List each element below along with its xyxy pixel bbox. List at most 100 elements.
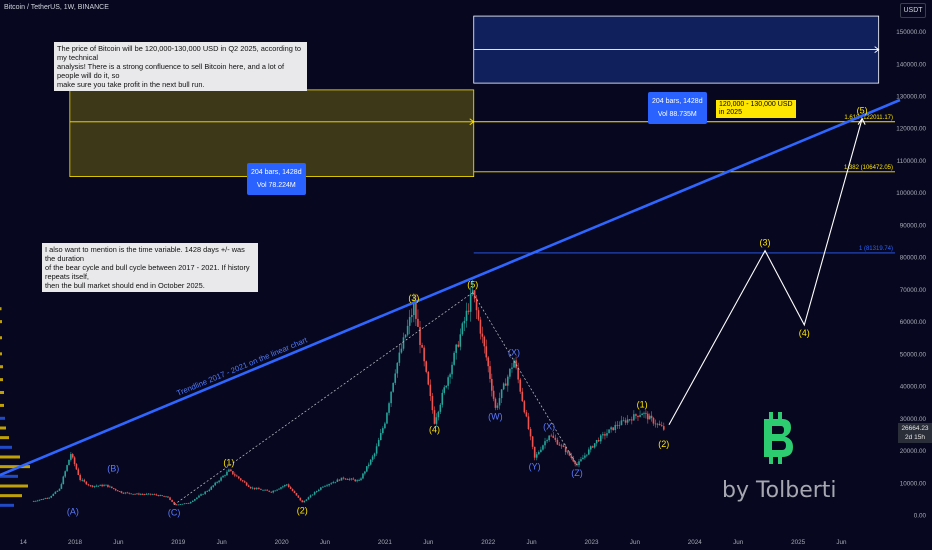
candle-body (130, 493, 132, 495)
candle-body (171, 499, 173, 502)
candle-body (194, 499, 196, 501)
candle-body (165, 496, 167, 498)
wave-label: (X) (508, 347, 520, 357)
candle-body (451, 364, 453, 375)
candle-body (398, 352, 401, 363)
candle-body (604, 434, 606, 436)
candle-body (423, 347, 425, 362)
candle-body (54, 491, 57, 494)
candle-body (439, 404, 442, 412)
time-tick-label: Jun (113, 539, 124, 546)
candle-body (189, 501, 192, 504)
candle-body (511, 367, 513, 369)
candle-body (249, 486, 252, 489)
candle-body (62, 476, 65, 485)
candle-body (247, 485, 250, 487)
wave-label: (4) (799, 328, 810, 338)
candle-body (369, 459, 372, 465)
note-price-target[interactable]: The price of Bitcoin will be 120,000-130… (54, 42, 307, 91)
candle-body (284, 485, 286, 487)
candle-body (406, 325, 409, 335)
candle-body (276, 489, 278, 491)
candle-body (388, 403, 390, 413)
candle-body (58, 488, 61, 491)
range-info-past[interactable]: 204 bars, 1428d Vol 78.224M (247, 163, 306, 195)
candle-body (658, 423, 661, 426)
candle-body (278, 488, 280, 490)
candle-body (463, 320, 466, 324)
volume-profile (0, 307, 30, 507)
wave-label: (B) (107, 463, 119, 473)
candle-body (220, 477, 222, 481)
time-tick-label: 14 (20, 539, 28, 546)
range-info-future[interactable]: 204 bars, 1428d Vol 88.735M (648, 92, 707, 124)
candle-body (161, 495, 163, 497)
candle-body (236, 475, 238, 477)
currency-unit-button[interactable]: USDT (900, 3, 926, 18)
time-tick-label: Jun (527, 539, 538, 546)
candle-body (384, 423, 386, 429)
candle-body (400, 348, 403, 353)
candle-body (163, 495, 165, 497)
candle-body (485, 346, 488, 358)
wave-label: (2) (297, 505, 308, 515)
candle-body (315, 491, 318, 493)
candle-body (477, 310, 480, 320)
candle-body (124, 492, 127, 494)
candle-body (415, 302, 417, 319)
candle-body (410, 314, 413, 317)
candle-body (626, 419, 629, 423)
price-tick-label: 100000.00 (896, 190, 926, 197)
fib-level-label: 1.618 (122011.17) (844, 115, 893, 121)
candle-body (326, 485, 328, 487)
candle-body (437, 411, 440, 418)
candle-body (645, 412, 647, 414)
candle-body (584, 455, 586, 458)
candle-body (531, 436, 534, 447)
candle-body (48, 497, 50, 499)
candle-body (558, 444, 561, 446)
bar-countdown: 2d 15h (905, 434, 925, 441)
candle-body (538, 452, 540, 455)
candle-body (136, 493, 138, 495)
candle-body (602, 434, 604, 436)
candle-body (264, 489, 266, 491)
candle-body (177, 504, 180, 506)
candle-body (431, 396, 434, 411)
wave-label: (3) (408, 293, 419, 303)
candle-body (491, 378, 493, 391)
candle-body (216, 482, 218, 483)
candle-body (151, 494, 154, 496)
candle-body (562, 445, 565, 448)
candle-body (262, 489, 264, 491)
price-tick-label: 40000.00 (900, 384, 927, 391)
price-target-label[interactable]: 120,000 - 130,000 USD in 2025 (716, 100, 796, 118)
candle-body (210, 486, 213, 490)
candle-body (266, 489, 268, 491)
candle-body (544, 441, 546, 446)
wave-label: (Y) (529, 461, 541, 471)
candle-body (303, 500, 306, 503)
candle-body (143, 494, 146, 496)
candle-body (91, 485, 94, 487)
candle-body (394, 373, 397, 383)
candle-body (149, 493, 152, 495)
candle-body (299, 497, 302, 501)
note-time-variable[interactable]: I also want to mention is the time varia… (42, 243, 258, 292)
time-tick-label: 2023 (584, 539, 599, 546)
candle-body (206, 490, 209, 492)
price-axis: 150000.00 140000.00 130000.00 120000.00 1100… (895, 0, 932, 550)
candle-body (270, 491, 273, 493)
trendline-label: Trendline 2017 - 2021 on the linear char… (175, 335, 309, 398)
candle-body (251, 487, 254, 489)
candle-body (469, 294, 472, 312)
candle-body (449, 374, 451, 378)
candle-body (542, 445, 544, 450)
candle-body (52, 493, 55, 497)
candle-body (159, 495, 162, 497)
candle-body (38, 499, 41, 501)
candle-body (167, 496, 169, 498)
candle-body (546, 440, 548, 442)
candle-body (101, 484, 103, 487)
